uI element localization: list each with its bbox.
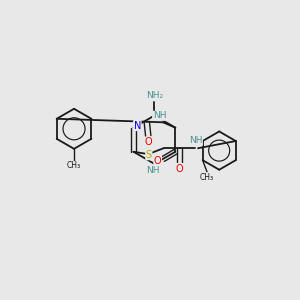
- Text: NH: NH: [153, 111, 166, 120]
- Text: NH₂: NH₂: [146, 91, 163, 100]
- Text: O: O: [144, 137, 152, 147]
- Text: S: S: [146, 150, 152, 160]
- Text: O: O: [154, 156, 161, 166]
- Text: O: O: [176, 164, 184, 174]
- Text: CH₃: CH₃: [200, 173, 214, 182]
- Text: NH: NH: [189, 136, 202, 146]
- Text: NH: NH: [146, 166, 160, 175]
- Text: N: N: [134, 121, 141, 130]
- Text: CH₃: CH₃: [67, 161, 81, 170]
